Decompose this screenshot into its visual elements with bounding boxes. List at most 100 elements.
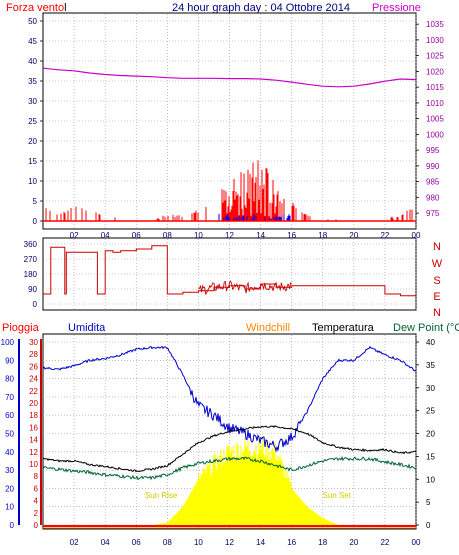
sunrise-label: Sun Rise xyxy=(145,491,178,500)
pressure-tick-label: 1010 xyxy=(426,99,444,108)
pressure-tick-label: 1035 xyxy=(426,20,444,29)
pressure-tick-label: 985 xyxy=(426,178,440,187)
x-tick-label: 06 xyxy=(132,538,141,547)
temp-tick-label: 30 xyxy=(426,384,435,393)
chart-title: 24 hour graph day : 04 Ottobre 2014 xyxy=(172,2,350,14)
rain-tick-label: 4 xyxy=(34,497,39,506)
direction-tick-label: 90 xyxy=(28,285,37,294)
x-tick-label: 16 xyxy=(287,231,296,240)
x-tick-label: 14 xyxy=(256,231,265,240)
rain-tick-label: 8 xyxy=(34,472,39,481)
temp-humidity-plot: 0102030405060708090100024681012141618202… xyxy=(1,335,435,547)
x-tick-label: 00 xyxy=(412,231,421,240)
humidity-tick-label: 10 xyxy=(5,503,14,512)
direction-tick-label: 270 xyxy=(24,255,38,264)
pressure-tick-label: 995 xyxy=(426,146,440,155)
wind-tick-label: 25 xyxy=(28,117,37,126)
x-tick-label: 00 xyxy=(412,538,421,547)
direction-line xyxy=(43,245,416,297)
rain-tick-label: 24 xyxy=(29,375,38,384)
pressure-tick-label: 1030 xyxy=(426,36,444,45)
x-tick-label: 12 xyxy=(225,538,234,547)
rain-tick-label: 16 xyxy=(29,423,38,432)
x-tick-label: 20 xyxy=(349,538,358,547)
temperature-line xyxy=(42,425,417,473)
compass-label: W xyxy=(432,258,443,270)
humidity-tick-label: 90 xyxy=(5,356,14,365)
temp-tick-label: 25 xyxy=(426,407,435,416)
wind-tick-label: 45 xyxy=(28,37,37,46)
pressure-line xyxy=(42,67,417,88)
x-tick-label: 22 xyxy=(380,538,389,547)
wind-tick-label: 40 xyxy=(28,57,37,66)
wind-tick-label: 5 xyxy=(33,197,38,206)
x-tick-label: 04 xyxy=(101,538,110,547)
pressure-tick-label: 1005 xyxy=(426,115,444,124)
humidity-tick-label: 60 xyxy=(5,411,14,420)
x-tick-label: 06 xyxy=(132,231,141,240)
humidity-tick-label: 20 xyxy=(5,484,14,493)
temp-tick-label: 35 xyxy=(426,361,435,370)
compass-label: N xyxy=(433,241,441,253)
x-tick-label: 08 xyxy=(163,538,172,547)
wind-tick-label: 15 xyxy=(28,157,37,166)
humidity-tick-label: 80 xyxy=(5,375,14,384)
legend-dewpoint: Dew Point (°C xyxy=(393,322,459,334)
temp-tick-label: 10 xyxy=(426,475,435,484)
x-tick-label: 20 xyxy=(349,231,358,240)
pressure-tick-label: 975 xyxy=(426,209,440,218)
direction-tick-label: 0 xyxy=(33,300,38,309)
x-tick-label: 18 xyxy=(318,231,327,240)
rain-tick-label: 14 xyxy=(29,436,38,445)
pressure-tick-label: 1025 xyxy=(426,52,444,61)
rain-tick-label: 6 xyxy=(34,484,39,493)
direction-tick-label: 360 xyxy=(24,240,38,249)
pressure-axis-title: Pressione xyxy=(372,2,421,14)
wind-pressure-plot: 0510152025303540455097598098599099510001… xyxy=(28,14,444,240)
x-tick-label: 10 xyxy=(194,538,203,547)
temp-tick-label: 20 xyxy=(426,430,435,439)
pressure-tick-label: 1015 xyxy=(426,83,444,92)
x-tick-label: 14 xyxy=(256,538,265,547)
rain-tick-label: 12 xyxy=(29,448,38,457)
wind-tick-label: 35 xyxy=(28,77,37,86)
x-tick-label: 12 xyxy=(225,231,234,240)
legend-windchill: Windchill xyxy=(246,322,290,334)
legend-rain: Pioggia xyxy=(2,322,40,334)
humidity-line xyxy=(42,345,417,453)
humidity-tick-label: 70 xyxy=(5,393,14,402)
humidity-tick-label: 40 xyxy=(5,448,14,457)
pressure-tick-label: 980 xyxy=(426,193,440,202)
compass-label: N xyxy=(433,307,441,319)
temp-tick-label: 40 xyxy=(426,338,435,347)
x-tick-label: 02 xyxy=(70,231,79,240)
legend-humidity: Umidita xyxy=(68,322,106,334)
temp-tick-label: 15 xyxy=(426,452,435,461)
x-tick-label: 18 xyxy=(318,538,327,547)
wind-tick-label: 10 xyxy=(28,177,37,186)
pressure-tick-label: 1000 xyxy=(426,130,444,139)
compass-label: E xyxy=(433,291,440,303)
x-tick-label: 16 xyxy=(287,538,296,547)
rain-tick-label: 26 xyxy=(29,362,38,371)
rain-tick-label: 2 xyxy=(34,509,39,518)
humidity-tick-label: 100 xyxy=(1,338,15,347)
x-tick-label: 02 xyxy=(70,538,79,547)
humidity-tick-label: 0 xyxy=(10,521,15,530)
legend-temperature: Temperatura xyxy=(312,322,375,334)
wind-tick-label: 0 xyxy=(33,217,38,226)
compass-label: S xyxy=(433,275,440,287)
temp-tick-label: 0 xyxy=(426,521,431,530)
rain-tick-label: 28 xyxy=(29,350,38,359)
temp-tick-label: 5 xyxy=(426,498,431,507)
x-tick-label: 10 xyxy=(194,231,203,240)
humidity-tick-label: 50 xyxy=(5,430,14,439)
rain-tick-label: 0 xyxy=(34,521,39,530)
humidity-tick-label: 30 xyxy=(5,466,14,475)
wind-tick-label: 30 xyxy=(28,97,37,106)
direction-tick-label: 180 xyxy=(24,270,38,279)
rain-tick-label: 10 xyxy=(29,460,38,469)
wind-axis-title: Forza ventol xyxy=(6,2,67,14)
